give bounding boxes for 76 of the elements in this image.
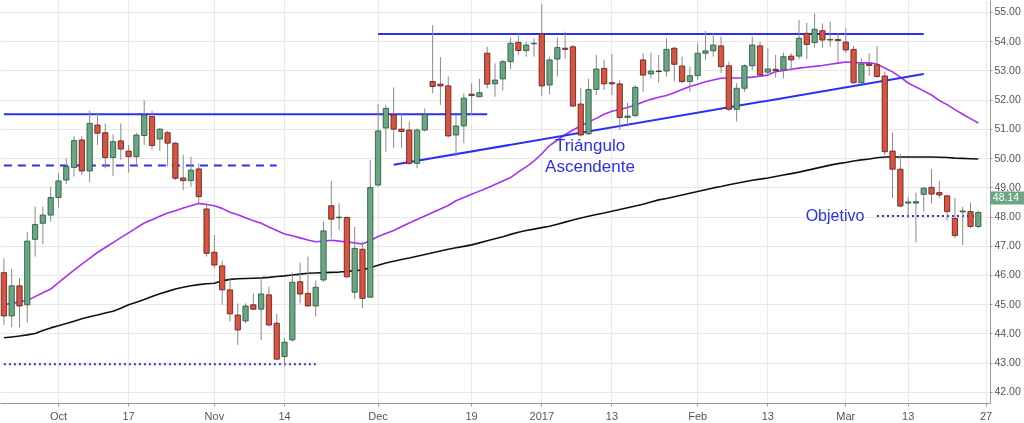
candlestick xyxy=(312,280,319,317)
y-tick-label: 48.00 xyxy=(994,210,1021,223)
candlestick xyxy=(328,180,335,239)
candlestick xyxy=(834,32,842,63)
candlestick xyxy=(671,46,678,83)
candlestick xyxy=(647,52,654,79)
y-tick-label: 54.00 xyxy=(994,34,1021,47)
x-tick-label: 27 xyxy=(979,409,993,422)
annotation: Triángulo Ascendente xyxy=(545,136,635,176)
candlestick xyxy=(959,206,966,246)
candlestick xyxy=(109,133,117,177)
y-tick-label: 52.00 xyxy=(994,93,1021,106)
y-tick-label: 43.00 xyxy=(994,356,1021,369)
candlestick xyxy=(718,36,725,74)
candlestick xyxy=(679,56,686,84)
candlestick xyxy=(421,107,428,133)
candlestick xyxy=(803,22,810,60)
candlestick xyxy=(304,256,311,308)
candlestick xyxy=(858,57,865,84)
candlestick xyxy=(117,122,124,161)
candlestick xyxy=(795,19,803,60)
candlestick xyxy=(562,31,569,59)
x-tick-label: 13 xyxy=(902,409,915,422)
y-tick-label: 49.00 xyxy=(994,180,1021,193)
x-tick-label: Mar xyxy=(836,409,856,422)
y-tick-label: 51.00 xyxy=(994,122,1021,135)
y-tick-label: 50.00 xyxy=(994,151,1021,164)
x-tick-label: 17 xyxy=(122,409,135,422)
y-tick-label: 53.00 xyxy=(994,63,1021,76)
candlestick xyxy=(905,196,912,219)
candlestick xyxy=(452,114,460,158)
candlestick xyxy=(187,156,195,188)
x-tick-label: 13 xyxy=(761,409,774,422)
candlestick xyxy=(125,144,132,174)
candlestick xyxy=(242,302,249,324)
candlestick xyxy=(764,47,771,76)
candlestick xyxy=(811,12,818,49)
candlestick xyxy=(468,82,475,116)
candlestick xyxy=(297,262,304,304)
candlestick xyxy=(967,202,974,229)
y-tick-label: 45.00 xyxy=(994,297,1021,310)
candlestick xyxy=(920,186,927,213)
annotation: Objetivo xyxy=(805,207,865,224)
x-tick-label: Nov xyxy=(204,409,225,422)
x-tick-label: Feb xyxy=(688,409,708,422)
candlestick xyxy=(827,21,834,48)
x-tick-label: Dec xyxy=(368,409,389,422)
candlestick xyxy=(912,192,919,244)
y-tick-label: 42.00 xyxy=(994,385,1021,398)
candlestick xyxy=(866,52,873,77)
candlestick xyxy=(32,206,39,258)
candlestick xyxy=(156,127,163,152)
candlestick xyxy=(772,54,779,78)
candlestick xyxy=(951,197,958,239)
candlestick xyxy=(281,337,288,367)
candlestick xyxy=(382,104,389,153)
candlestick xyxy=(640,52,647,93)
x-tick-label: Oct xyxy=(49,409,68,422)
y-tick-label: 44.00 xyxy=(994,326,1021,339)
candlestick xyxy=(655,54,662,84)
x-tick-label: 14 xyxy=(278,409,291,422)
candlestick xyxy=(663,37,670,78)
x-tick-label: 19 xyxy=(465,409,478,422)
candlestick xyxy=(336,202,343,231)
candlestick xyxy=(601,59,608,91)
candlestick xyxy=(16,277,23,328)
candlestick xyxy=(819,22,826,49)
y-tick-label: 47.00 xyxy=(994,239,1021,252)
candlestick xyxy=(258,276,265,341)
x-tick-label: 13 xyxy=(605,409,619,422)
candlestick xyxy=(515,32,522,56)
y-tick-label: 46.00 xyxy=(994,268,1021,281)
x-tick-label: 2017 xyxy=(529,409,555,422)
text: 48.14 xyxy=(992,191,1020,203)
candlestick xyxy=(780,52,787,79)
y-tick-label: 55.00 xyxy=(994,5,1021,18)
